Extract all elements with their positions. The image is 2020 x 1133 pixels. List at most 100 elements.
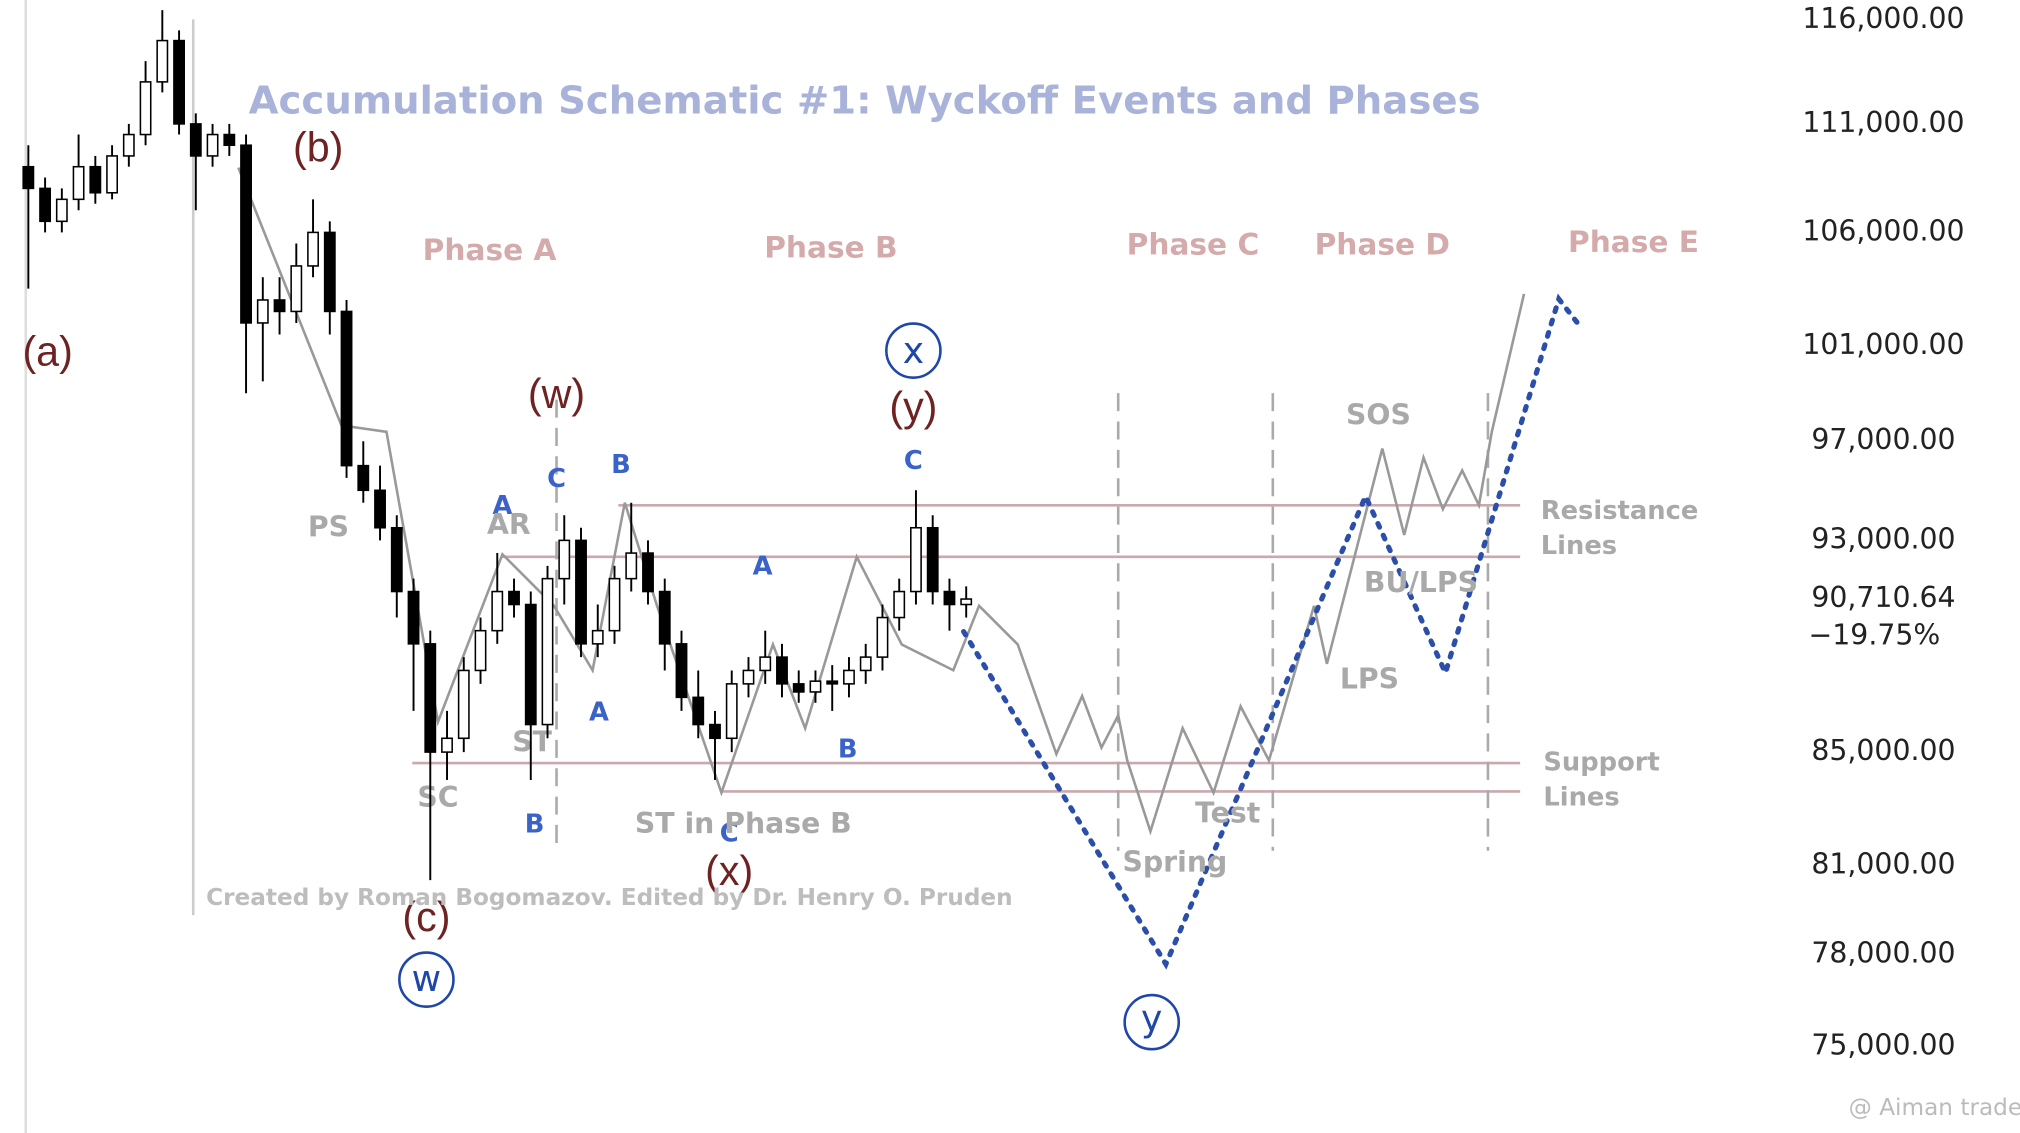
wave-label: (a) xyxy=(22,328,72,374)
y-tick-label: 97,000.00 xyxy=(1811,423,1955,456)
level-label: Support xyxy=(1543,748,1659,778)
event-label: SOS xyxy=(1346,398,1411,431)
wave-circle xyxy=(398,951,455,1008)
candle-body xyxy=(876,616,889,658)
candle-body xyxy=(608,577,621,632)
abc-label: C xyxy=(720,818,739,848)
schematic-path xyxy=(237,167,1526,836)
y-tick-label: 85,000.00 xyxy=(1811,734,1955,767)
schematic xyxy=(24,0,1585,1133)
candle-body xyxy=(290,265,303,313)
phase-label: Phase B xyxy=(764,229,897,264)
candle-body xyxy=(390,526,403,593)
wave-label: (w) xyxy=(528,371,585,417)
candle-body xyxy=(591,629,604,645)
wave-label: (c) xyxy=(402,894,450,940)
event-label: BU/LPS xyxy=(1364,566,1478,599)
candle-body xyxy=(22,165,35,190)
phase-label: Phase E xyxy=(1568,224,1699,259)
candle-body xyxy=(893,590,906,619)
projection-path xyxy=(961,293,1585,970)
level-lines xyxy=(412,503,1521,793)
candle-body xyxy=(926,526,939,593)
candle-body xyxy=(72,165,85,201)
event-label: PS xyxy=(308,510,349,543)
candle-body xyxy=(106,155,119,194)
candle-body xyxy=(776,656,788,685)
candle-body xyxy=(792,683,805,693)
candle-body xyxy=(441,737,453,753)
candle-body xyxy=(826,680,839,685)
candle-body xyxy=(843,669,855,685)
candle-body xyxy=(323,231,336,313)
phase-label: Phase C xyxy=(1127,227,1260,262)
event-label: Test xyxy=(1195,797,1260,830)
abc-label: C xyxy=(904,446,923,476)
candle-body xyxy=(307,231,319,267)
abc-label: C xyxy=(547,464,566,494)
candle-body xyxy=(139,81,152,136)
candle-body xyxy=(256,299,269,324)
level-label: Lines xyxy=(1543,782,1619,812)
y-tick-label: 93,000.00 xyxy=(1811,522,1955,555)
phase-dividers xyxy=(555,393,1490,851)
abc-label: B xyxy=(525,809,545,839)
candle-body xyxy=(859,656,872,672)
wave-label: (y) xyxy=(889,384,937,430)
event-label: ST xyxy=(512,726,552,759)
candle-body xyxy=(642,552,654,593)
circled-label: x xyxy=(903,330,924,372)
candle-body xyxy=(424,643,437,753)
candle-body xyxy=(541,577,554,726)
y-tick-label: 106,000.00 xyxy=(1802,214,1964,247)
event-label: LPS xyxy=(1340,663,1399,696)
abc-label: A xyxy=(492,491,512,521)
event-label: AR xyxy=(487,508,531,541)
candle-body xyxy=(809,680,822,693)
candle-body xyxy=(89,165,102,194)
candle-body xyxy=(357,464,370,492)
candle-body xyxy=(39,187,52,223)
wave-label: (x) xyxy=(705,848,753,894)
phase-label: Phase A xyxy=(423,232,557,267)
wave-label: (b) xyxy=(293,125,343,171)
event-label: SC xyxy=(417,781,458,814)
candle-body xyxy=(340,310,353,467)
candle-body xyxy=(189,123,202,157)
event-label: ST in Phase B xyxy=(635,807,852,840)
wave-circle xyxy=(885,322,942,379)
candle-body xyxy=(960,598,973,606)
candle-body xyxy=(910,526,922,593)
change-label: −19.75% xyxy=(1809,618,1941,651)
y-tick-label: 111,000.00 xyxy=(1802,106,1964,139)
candle-body xyxy=(374,489,386,529)
candle-body xyxy=(206,133,219,157)
candle-body xyxy=(759,656,772,672)
watermark: @ Aiman trade xyxy=(1849,1094,2020,1121)
candle-body xyxy=(575,539,587,645)
candle-body xyxy=(675,643,688,699)
candle-body xyxy=(457,669,470,740)
price-axis: 116,000.00 111,000.00 106,000.00 101,000.00… xyxy=(1802,2,1964,1062)
candles xyxy=(22,10,973,881)
candle-body xyxy=(692,696,705,726)
abc-label: B xyxy=(838,735,858,765)
candle-body xyxy=(709,723,721,740)
y-tick-label: 78,000.00 xyxy=(1811,936,1955,969)
candle-body xyxy=(55,198,68,223)
abc-label: A xyxy=(753,552,773,582)
candle-body xyxy=(625,552,638,580)
credit: Created by Roman Bogomazov. Edited by Dr… xyxy=(206,884,1013,911)
level-label: Resistance xyxy=(1541,496,1699,526)
candle-body xyxy=(122,133,135,157)
candle-body xyxy=(240,144,252,324)
candle-body xyxy=(407,590,420,645)
candle-body xyxy=(173,39,185,125)
candle-body xyxy=(558,539,571,580)
phase-label: Phase D xyxy=(1315,227,1450,262)
y-tick-label: 81,000.00 xyxy=(1811,848,1955,881)
candle-body xyxy=(508,590,520,606)
last-price-label: 90,710.64 xyxy=(1811,581,1955,614)
schematic-title: Accumulation Schematic #1: Wyckoff Event… xyxy=(249,79,1481,124)
